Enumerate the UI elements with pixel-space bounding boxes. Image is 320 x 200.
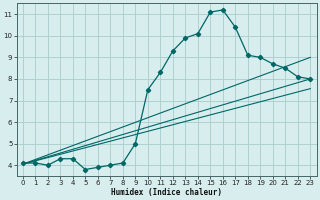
X-axis label: Humidex (Indice chaleur): Humidex (Indice chaleur) [111,188,222,197]
